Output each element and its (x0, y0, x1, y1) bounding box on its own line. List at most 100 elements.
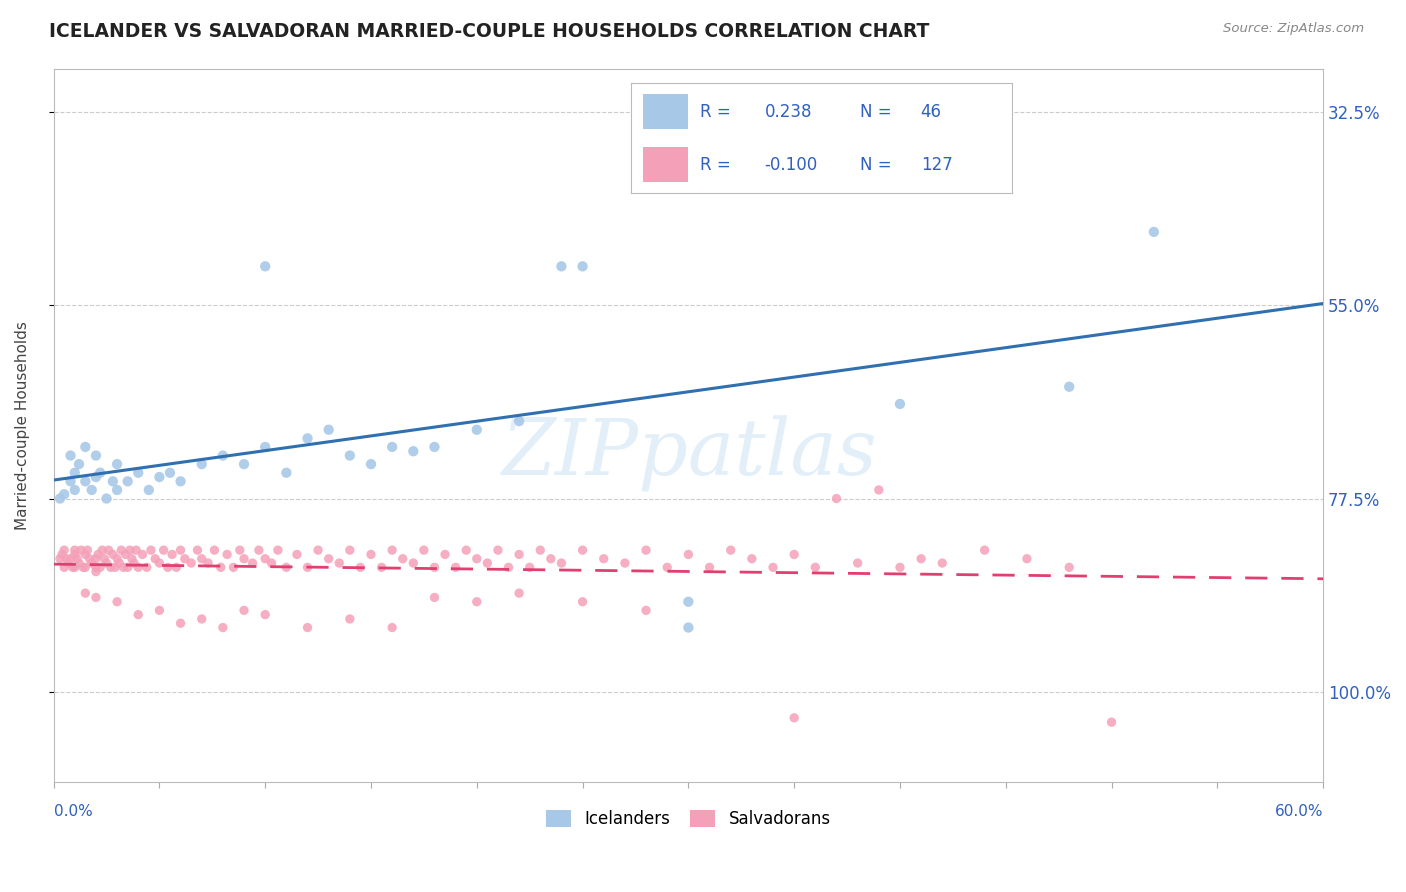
Point (529, 543, 551, 558)
Point (62, 560, 84, 574)
Point (75, 475, 97, 489)
Point (169, 616, 191, 631)
Point (636, 543, 658, 558)
Point (169, 475, 191, 489)
Point (254, 607, 277, 622)
Point (125, 543, 148, 558)
Point (318, 423, 340, 437)
Point (657, 560, 679, 574)
Point (339, 543, 361, 558)
Point (96, 556, 118, 570)
Point (783, 548, 806, 562)
Point (233, 603, 256, 617)
Point (53, 543, 76, 558)
Point (217, 548, 239, 562)
Point (297, 560, 319, 574)
Point (889, 560, 911, 574)
Point (613, 556, 636, 570)
Point (84, 551, 107, 566)
Point (307, 543, 329, 558)
Point (233, 457, 256, 471)
Point (636, 173, 658, 187)
Point (508, 414, 530, 428)
Point (190, 612, 212, 626)
Point (49, 551, 72, 566)
Point (423, 560, 446, 574)
Point (571, 543, 593, 558)
Point (571, 260, 593, 274)
Point (973, 543, 995, 558)
Point (804, 560, 827, 574)
Point (117, 560, 139, 574)
Point (550, 556, 572, 570)
Point (456, 543, 478, 558)
Point (105, 595, 128, 609)
Point (678, 548, 700, 562)
Point (846, 556, 869, 570)
Point (1143, 225, 1166, 239)
Point (104, 560, 127, 574)
Point (127, 466, 149, 480)
Point (212, 449, 235, 463)
Point (550, 260, 572, 274)
Point (59, 551, 82, 566)
Point (89, 560, 111, 574)
Point (101, 548, 124, 562)
Point (180, 556, 202, 570)
Point (96, 491, 118, 506)
Point (75, 440, 97, 454)
Point (152, 543, 174, 558)
Point (423, 440, 446, 454)
Point (53, 560, 76, 574)
Point (67, 556, 90, 570)
Point (122, 556, 145, 570)
Point (105, 457, 128, 471)
Point (190, 457, 212, 471)
Point (508, 586, 530, 600)
Point (519, 560, 541, 574)
Point (1015, 551, 1038, 566)
Point (190, 551, 212, 566)
Point (84, 565, 107, 579)
Point (910, 551, 932, 566)
Point (117, 475, 139, 489)
Point (139, 543, 162, 558)
Point (233, 551, 256, 566)
Point (360, 457, 382, 471)
Point (63, 543, 86, 558)
Point (508, 548, 530, 562)
Point (127, 607, 149, 622)
Point (412, 543, 434, 558)
Point (267, 543, 290, 558)
Point (260, 556, 283, 570)
Point (678, 621, 700, 635)
Point (783, 711, 806, 725)
Y-axis label: Married-couple Households: Married-couple Households (15, 321, 30, 530)
Point (825, 491, 848, 506)
Point (59, 449, 82, 463)
Point (465, 595, 488, 609)
Point (108, 556, 131, 570)
Point (254, 440, 277, 454)
Point (91, 543, 114, 558)
Text: Source: ZipAtlas.com: Source: ZipAtlas.com (1223, 22, 1364, 36)
Point (204, 543, 226, 558)
Point (63, 466, 86, 480)
Point (93, 551, 115, 566)
Point (276, 466, 298, 480)
Text: ICELANDER VS SALVADORAN MARRIED-COUPLE HOUSEHOLDS CORRELATION CHART: ICELANDER VS SALVADORAN MARRIED-COUPLE H… (49, 22, 929, 41)
Point (55, 551, 77, 566)
Point (58, 556, 80, 570)
Point (1057, 380, 1080, 394)
Point (402, 444, 425, 458)
Point (76, 543, 98, 558)
Point (540, 551, 562, 566)
Text: ZIPpatlas: ZIPpatlas (501, 416, 876, 492)
Point (87, 548, 110, 562)
Point (423, 591, 446, 605)
Point (571, 595, 593, 609)
Point (105, 483, 128, 497)
Point (209, 560, 232, 574)
Point (84, 449, 107, 463)
Point (51, 548, 73, 562)
